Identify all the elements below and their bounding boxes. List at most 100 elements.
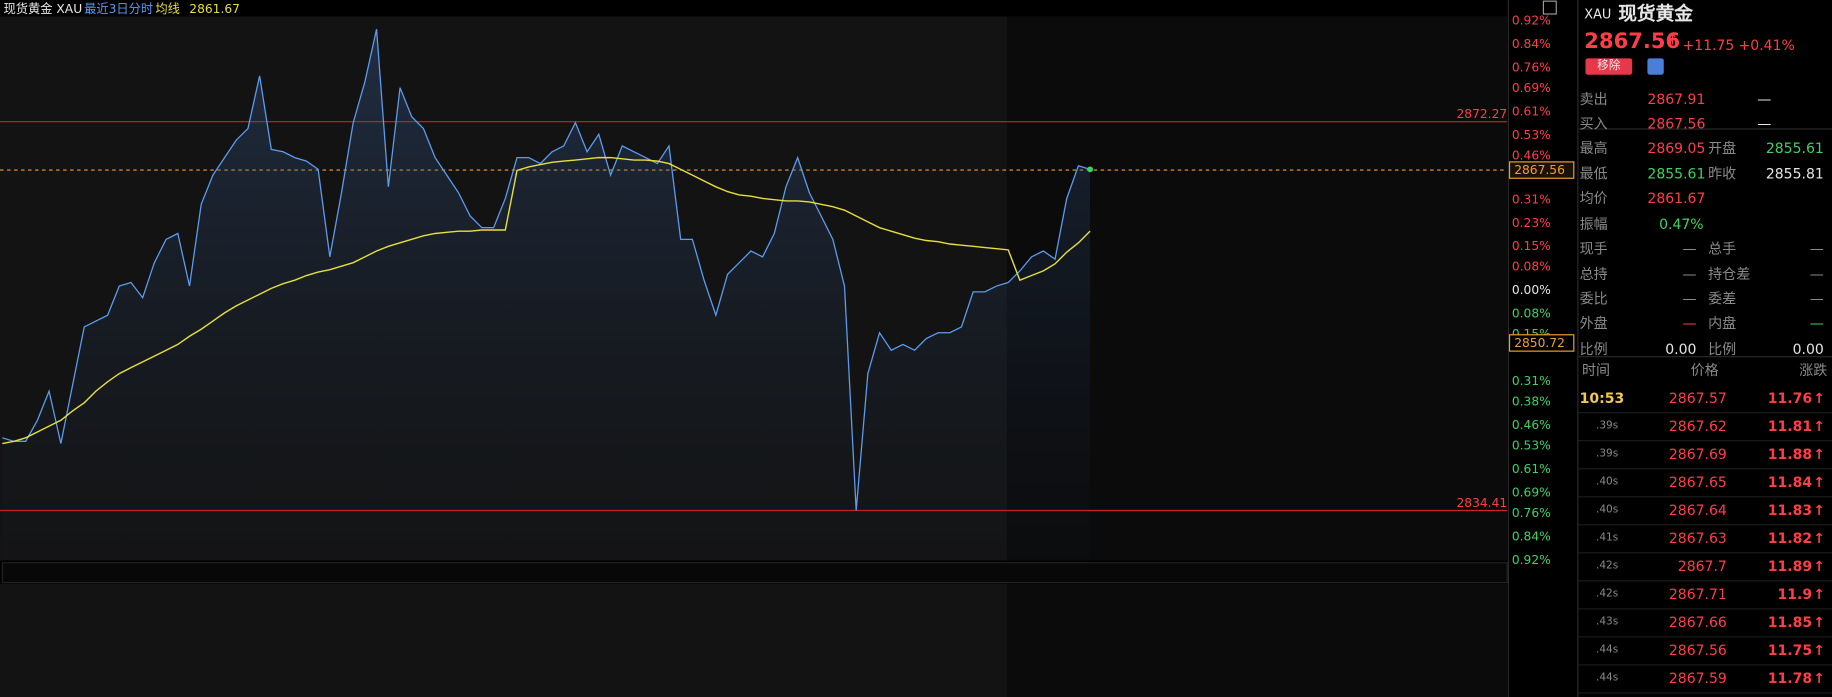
quote-cell: 卖出 — [1579, 91, 1608, 108]
price-box-label: 2850.72 — [1514, 336, 1565, 350]
quote-cell: 0.00 — [1665, 340, 1697, 358]
price: 2867.56 — [1584, 29, 1681, 54]
quote-cell: — — [1682, 290, 1697, 308]
y2-tick-label: 0.76% — [1512, 60, 1551, 74]
toggle-icon[interactable] — [1542, 0, 1557, 15]
row-sep — [1578, 552, 1832, 554]
y2-tick-label: 0.53% — [1512, 439, 1551, 453]
remove-button[interactable]: 移除 — [1585, 58, 1633, 75]
quote-cell: 最高 — [1579, 140, 1608, 157]
price-box — [1508, 161, 1575, 179]
quote-cell: 2855.81 — [1765, 165, 1824, 183]
trade-time: .39s — [1595, 448, 1619, 460]
y2-tick-label: 0.38% — [1512, 395, 1551, 409]
quote-cell: 现手 — [1579, 240, 1608, 257]
y2-tick-label: 0.84% — [1512, 37, 1551, 51]
y2-tick-label: 0.92% — [1512, 553, 1551, 567]
quote-cell: 昨收 — [1708, 165, 1737, 183]
quote-cell: 0.47% — [1659, 215, 1704, 233]
quote-cell: 总手 — [1708, 240, 1737, 257]
row-sep — [1578, 692, 1832, 694]
ma-line — [2, 156, 1091, 445]
quote-cell: 最低 — [1579, 165, 1608, 183]
last-point — [1087, 166, 1094, 173]
trade-change: 11.75 — [1767, 642, 1813, 659]
ma-value: 2861.67 — [189, 2, 240, 16]
trade-price: 2867.69 — [1668, 445, 1727, 463]
price-area — [2, 29, 1091, 561]
y2-tick-label: 0.76% — [1512, 506, 1551, 520]
trade-change: 11.88 — [1767, 445, 1813, 463]
y2-tick-label: 0.00% — [1512, 283, 1551, 297]
alert-button[interactable] — [1647, 58, 1664, 75]
y2-tick-label: 0.08% — [1512, 307, 1551, 321]
y2-tick-label: 0.69% — [1512, 485, 1551, 499]
trade-time: .39s — [1595, 420, 1619, 432]
quote-cell: — — [1809, 315, 1824, 332]
trade-time: .42s — [1595, 588, 1619, 601]
trade-time: 10:53 — [1579, 389, 1625, 407]
trades-header: 时间 — [1581, 361, 1611, 379]
trade-price: 2867.56 — [1668, 642, 1727, 659]
quote-cell: 内盘 — [1708, 315, 1737, 332]
separator — [1578, 356, 1832, 358]
trade-arrow: ↑ — [1813, 502, 1826, 519]
row-sep — [1578, 440, 1832, 442]
trade-change: 11.83 — [1767, 502, 1813, 519]
price-box-label: 2867.56 — [1514, 163, 1565, 177]
quote-cell: 委比 — [1579, 290, 1608, 308]
remove-label: 移除 — [1597, 59, 1621, 73]
row-sep — [1578, 636, 1832, 638]
y2-tick-label: 0.23% — [1512, 216, 1551, 230]
trade-arrow: ↑ — [1813, 474, 1826, 491]
quote-cell: 2855.61 — [1647, 165, 1706, 183]
quote-cell: — — [1757, 91, 1772, 108]
price-line — [2, 29, 1091, 511]
quote-cell: 开盘 — [1708, 140, 1737, 157]
row-sep — [1578, 468, 1832, 470]
quote-cell: 振幅 — [1579, 215, 1608, 233]
trade-change: 11.78 — [1767, 670, 1813, 687]
quote-cell: — — [1757, 115, 1772, 132]
trade-change: 11.9 — [1777, 586, 1813, 603]
trade-price: 2867.62 — [1668, 417, 1727, 435]
trade-arrow: ↑ — [1813, 389, 1826, 407]
quote-cell: — — [1809, 290, 1824, 308]
sub-bg — [0, 583, 1008, 697]
trade-arrow: ↑ — [1813, 614, 1826, 631]
panel-border — [1577, 0, 1579, 697]
trade-change: 11.81 — [1767, 417, 1813, 435]
quote-cell: 2861.67 — [1647, 190, 1706, 207]
up-arrow: ↑ — [1666, 31, 1679, 50]
plot-bg-future — [1007, 16, 1508, 561]
trade-price: 2867.63 — [1668, 530, 1727, 547]
trade-arrow: ↑ — [1813, 417, 1826, 435]
name: 现货黄金 — [1618, 2, 1693, 25]
row-sep — [1578, 580, 1832, 582]
y2-tick-label: 0.31% — [1512, 192, 1551, 206]
y2-tick-label: 0.69% — [1512, 81, 1551, 95]
quote-cell: 比例 — [1579, 340, 1608, 358]
trade-change: 11.82 — [1767, 530, 1813, 547]
trade-arrow: ↑ — [1813, 445, 1826, 463]
trade-change: 11.76 — [1767, 389, 1813, 407]
row-sep — [1578, 496, 1832, 498]
trade-arrow: ↑ — [1813, 530, 1826, 547]
quote-cell: 2869.05 — [1647, 140, 1706, 157]
quote-cell: 持仓差 — [1708, 266, 1751, 283]
y2-tick-label: 0.53% — [1512, 128, 1551, 142]
y2-tick-label: 0.15% — [1512, 239, 1551, 253]
trade-price: 2867.65 — [1668, 474, 1727, 491]
reference-label: 2834.41 — [1457, 496, 1508, 510]
y2-tick-label: 0.84% — [1512, 529, 1551, 543]
y2-tick-label: 0.61% — [1512, 462, 1551, 476]
y2-tick-label: 0.31% — [1512, 374, 1551, 388]
divider — [1, 562, 1508, 584]
quote-cell: — — [1682, 240, 1697, 257]
trade-time: .40s — [1595, 504, 1619, 517]
quote-cell: 买入 — [1579, 115, 1608, 132]
trades-header: 价格 — [1690, 361, 1719, 379]
reference-label: 2872.27 — [1457, 107, 1508, 121]
